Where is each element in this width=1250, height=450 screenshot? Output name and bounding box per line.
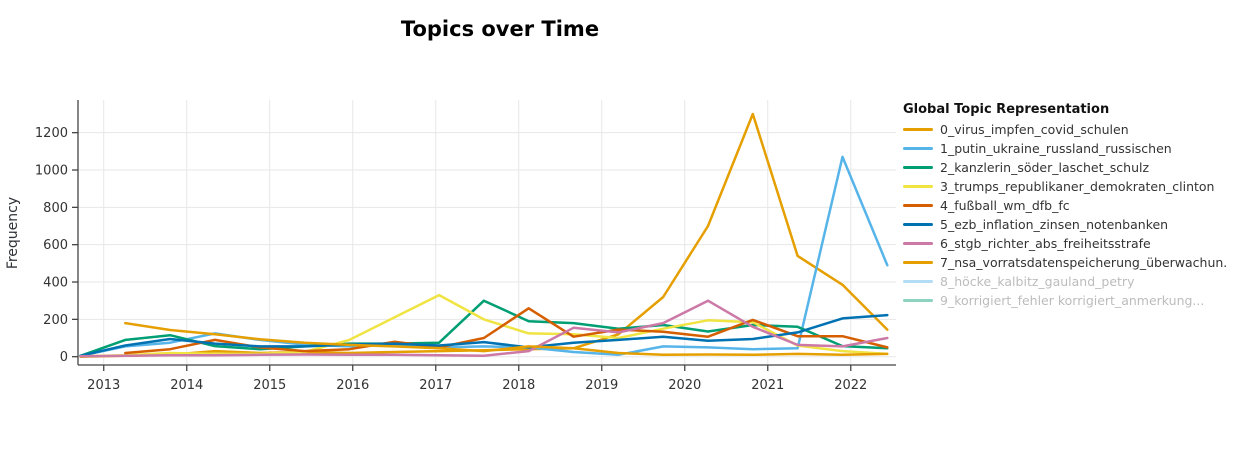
y-tick-label: 0 (60, 350, 68, 365)
legend-swatch (903, 166, 933, 169)
legend-item-4[interactable]: 4_fußball_wm_dfb_fc (903, 196, 1227, 215)
legend-item-8[interactable]: 8_höcke_kalbitz_gauland_petry (903, 272, 1227, 291)
y-tick-label: 1000 (35, 164, 68, 179)
x-tick-label: 2021 (751, 378, 784, 393)
legend-item-1[interactable]: 1_putin_ukraine_russland_russischen (903, 139, 1227, 158)
legend-item-9[interactable]: 9_korrigiert_fehler korrigiert_anmerkung… (903, 291, 1227, 310)
series-line-6 (79, 299, 889, 358)
legend-label: 7_nsa_vorratsdatenspeicherung_überwachun… (940, 255, 1228, 270)
legend-items: 0_virus_impfen_covid_schulen 1_putin_ukra… (903, 120, 1227, 310)
legend: Global Topic Representation 0_virus_impf… (903, 102, 1227, 310)
y-tick-label: 1200 (35, 126, 68, 141)
series-line-5 (79, 313, 889, 358)
legend-label: 3_trumps_republikaner_demokraten_clinton (940, 179, 1215, 194)
y-tick-label: 600 (43, 238, 68, 253)
legend-swatch (903, 299, 933, 302)
y-tick-label: 800 (43, 201, 68, 216)
legend-swatch (903, 147, 933, 150)
legend-swatch (903, 280, 933, 283)
legend-label: 1_putin_ukraine_russland_russischen (940, 141, 1172, 156)
x-tick-label: 2016 (336, 378, 369, 393)
legend-item-3[interactable]: 3_trumps_republikaner_demokraten_clinton (903, 177, 1227, 196)
x-tick-label: 2015 (253, 378, 286, 393)
legend-item-6[interactable]: 6_stgb_richter_abs_freiheitsstrafe (903, 234, 1227, 253)
series-line-7 (124, 321, 889, 357)
legend-label: 5_ezb_inflation_zinsen_notenbanken (940, 217, 1169, 232)
x-tick-label: 2017 (419, 378, 452, 393)
legend-label: 8_höcke_kalbitz_gauland_petry (940, 274, 1135, 289)
chart-title: Topics over Time (400, 17, 600, 41)
legend-item-5[interactable]: 5_ezb_inflation_zinsen_notenbanken (903, 215, 1227, 234)
x-tick-label: 2013 (87, 378, 120, 393)
legend-item-7[interactable]: 7_nsa_vorratsdatenspeicherung_überwachun… (903, 253, 1227, 272)
y-tick-label: 400 (43, 276, 68, 291)
series-line-2 (79, 299, 889, 358)
legend-item-2[interactable]: 2_kanzlerin_söder_laschet_schulz (903, 158, 1227, 177)
legend-swatch (903, 261, 933, 264)
legend-item-0[interactable]: 0_virus_impfen_covid_schulen (903, 120, 1227, 139)
legend-swatch (903, 185, 933, 188)
legend-title: Global Topic Representation (903, 102, 1110, 117)
x-tick-label: 2019 (585, 378, 618, 393)
legend-swatch (903, 223, 933, 226)
legend-label: 4_fußball_wm_dfb_fc (940, 198, 1070, 213)
x-tick-label: 2022 (834, 378, 867, 393)
series-line-3 (79, 293, 889, 358)
legend-label: 9_korrigiert_fehler korrigiert_anmerkung… (940, 293, 1205, 308)
legend-label: 0_virus_impfen_covid_schulen (940, 122, 1129, 137)
y-tick-label: 200 (43, 313, 68, 328)
legend-label: 6_stgb_richter_abs_freiheitsstrafe (940, 236, 1151, 251)
x-tick-label: 2018 (502, 378, 535, 393)
x-tick-label: 2020 (668, 378, 701, 393)
x-tick-label: 2014 (170, 378, 203, 393)
legend-swatch (903, 128, 933, 131)
legend-swatch (903, 242, 933, 245)
legend-label: 2_kanzlerin_söder_laschet_schulz (940, 160, 1150, 175)
legend-swatch (903, 204, 933, 207)
